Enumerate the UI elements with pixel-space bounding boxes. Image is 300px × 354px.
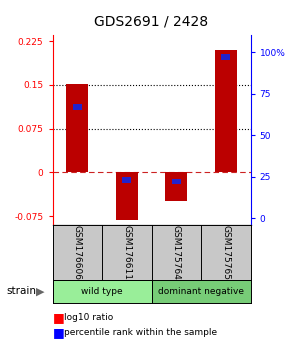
Bar xyxy=(116,172,138,220)
Text: log10 ratio: log10 ratio xyxy=(64,313,114,322)
Bar xyxy=(152,280,250,303)
Text: GSM176606: GSM176606 xyxy=(73,225,82,280)
Text: GSM175765: GSM175765 xyxy=(221,225,230,280)
Bar xyxy=(52,280,152,303)
Bar xyxy=(66,84,88,172)
Text: GDS2691 / 2428: GDS2691 / 2428 xyxy=(94,15,208,29)
Text: ■: ■ xyxy=(52,326,64,339)
Text: strain: strain xyxy=(6,286,36,296)
Bar xyxy=(214,50,237,172)
Text: ▶: ▶ xyxy=(36,286,45,296)
Text: ■: ■ xyxy=(52,312,64,324)
Text: dominant negative: dominant negative xyxy=(158,287,244,296)
Bar xyxy=(122,177,131,183)
Text: GSM176611: GSM176611 xyxy=(122,225,131,280)
Bar xyxy=(165,172,188,201)
Bar xyxy=(73,104,82,110)
Text: GSM175764: GSM175764 xyxy=(172,225,181,280)
Bar xyxy=(221,55,230,60)
Bar xyxy=(172,179,181,184)
Text: percentile rank within the sample: percentile rank within the sample xyxy=(64,328,218,337)
Text: wild type: wild type xyxy=(81,287,123,296)
